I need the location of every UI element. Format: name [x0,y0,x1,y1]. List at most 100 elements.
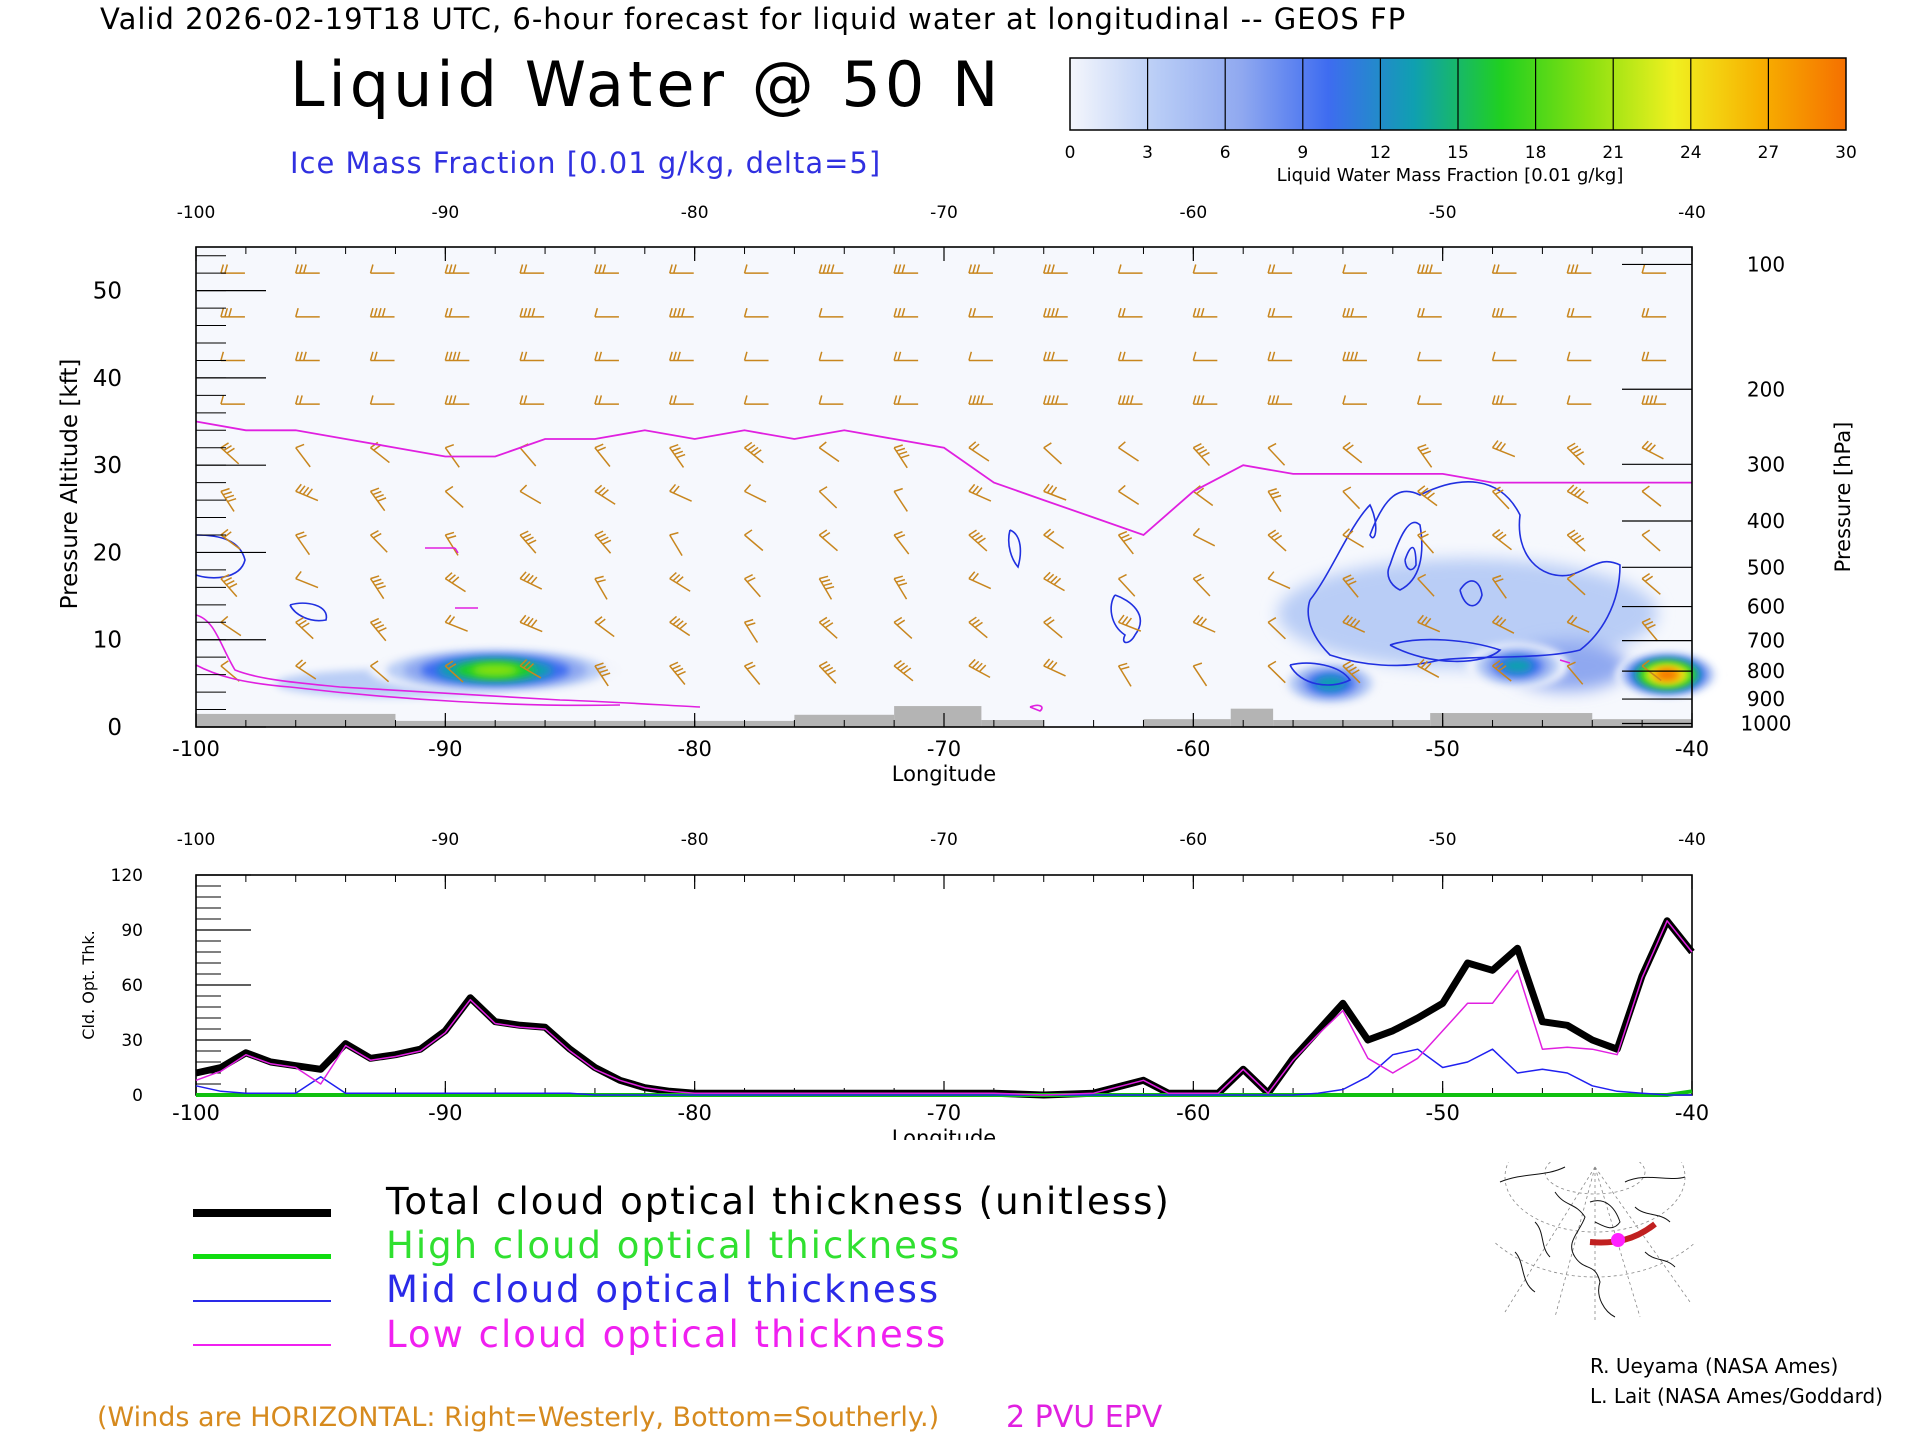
y-tick-label: 0 [107,715,122,741]
wind-barb [1117,573,1136,597]
wind-barb [369,351,395,362]
colorbar-tick-label: 24 [1680,143,1702,163]
pressure-tick-label: 300 [1747,452,1785,476]
wind-barb [968,571,992,590]
wind-barb [1117,395,1143,405]
wind-barb [369,530,388,553]
wind-barb [370,660,390,683]
wind-barb [1267,571,1291,590]
wind-barb [1417,351,1442,362]
wind-barb [1417,658,1440,678]
terrain-block [1273,720,1431,727]
pressure-tick-label: 700 [1747,629,1785,653]
wind-barb [968,307,993,318]
wind-barb [743,351,769,362]
colorbar-boxes [1069,57,1847,131]
wind-barb [1491,307,1517,318]
wind-barb [594,530,612,554]
wind-barb [893,351,919,362]
wind-barb [1043,616,1063,639]
page-header: Valid 2026-02-19T18 UTC, 6-hour forecast… [100,2,1407,36]
optical-thickness-chart: -100 -100 -90 -90 -80 -80 -70 -70 -60 -60 -50 -50 -4… [79,830,1709,1140]
wind-barb [295,616,314,640]
wind-barb [1267,442,1286,466]
wind-barb [1043,351,1068,362]
wind-barb [818,616,838,639]
map-location-marker [1611,1233,1625,1247]
wind-barb [1267,307,1293,318]
y-tick-label: 20 [93,540,122,566]
wind-barb [519,351,545,362]
optical-thickness-series [195,917,1695,1099]
wind-barb [519,264,545,274]
legend-swatch-high [193,1254,331,1259]
wind-barb [369,487,387,512]
wind-barb [818,264,844,274]
wind-barb [295,531,311,556]
wind-barb [1491,615,1515,634]
wind-barb [669,351,694,362]
colorbar-tick-label: 30 [1835,143,1857,163]
wind-barb [818,529,838,552]
wind-barb [1641,351,1667,362]
wind-barb [1641,659,1662,682]
x-tick-label-top: -40 [1678,203,1706,223]
x-tick-label-bottom: -60 [1176,737,1210,761]
wind-barb [519,395,545,405]
wind-barb [818,351,844,362]
wind-barb [893,307,919,318]
wind-barb [669,444,686,468]
wind-barb [1417,573,1435,597]
wind-barb [1043,395,1068,405]
x-tick-label-top: -50 [1429,203,1457,223]
wind-barb [1491,574,1507,599]
chart-title: Liquid Water @ 50 N [290,48,1003,121]
wind-barb [1267,395,1293,405]
wind-barb [1342,574,1359,598]
wind-barb [968,264,993,274]
wind-barb [594,307,619,318]
terrain-block [1430,713,1593,727]
map-coastlines [1499,1166,1686,1318]
wind-barb [220,395,245,405]
colorbar-tick-label: 3 [1142,143,1153,163]
x-tick-label-top: -90 [431,203,459,223]
wind-barb [1641,440,1664,460]
opt-x-tick-label-top: -40 [1678,830,1706,850]
opt-x-tick-label-top: -90 [431,830,459,850]
pressure-tick-label: 200 [1747,377,1785,401]
x-tick-label-bottom: -40 [1675,737,1709,761]
opt-x-axis-label: Longitude [892,1126,996,1140]
wind-barb [444,307,470,318]
wind-barb [369,617,387,642]
wind-barb [295,659,317,680]
pressure-tick-label: 500 [1747,555,1785,579]
wind-barb [968,395,993,405]
wind-barb [818,441,840,463]
wind-barb [968,529,988,552]
opt-y-tick-label: 120 [111,866,143,886]
colorbar-tick-label: 21 [1602,143,1624,163]
wind-barb [444,572,466,593]
wind-barb [369,575,386,600]
winds-note: (Winds are HORIZONTAL: Right=Westerly, B… [97,1402,940,1433]
cross-section-axes: -100 -100 -90 -90 -80 -80 -70 -70 -60 -60 -50 -50 -4… [57,203,1855,786]
x-tick-label-bottom: -50 [1426,737,1460,761]
wind-barb [743,395,769,405]
wind-barb [1492,660,1512,682]
chart-subtitle: Ice Mass Fraction [0.01 g/kg, delta=5] [290,146,882,180]
wind-barb [1267,488,1282,513]
pressure-tick-label: 1000 [1741,712,1792,736]
pressure-tick-label: 100 [1747,252,1785,276]
wind-barb [1267,351,1293,362]
wind-barb [893,616,913,640]
wind-barb [669,307,694,318]
opt-x-tick-label-top: -80 [681,830,709,850]
wind-barb [1118,484,1140,506]
wind-barb [1641,307,1667,318]
wind-barb [1342,528,1364,548]
wind-barb [1043,264,1068,274]
wind-barb [818,575,835,600]
wind-barb [1491,440,1516,458]
wind-barb [893,487,908,512]
